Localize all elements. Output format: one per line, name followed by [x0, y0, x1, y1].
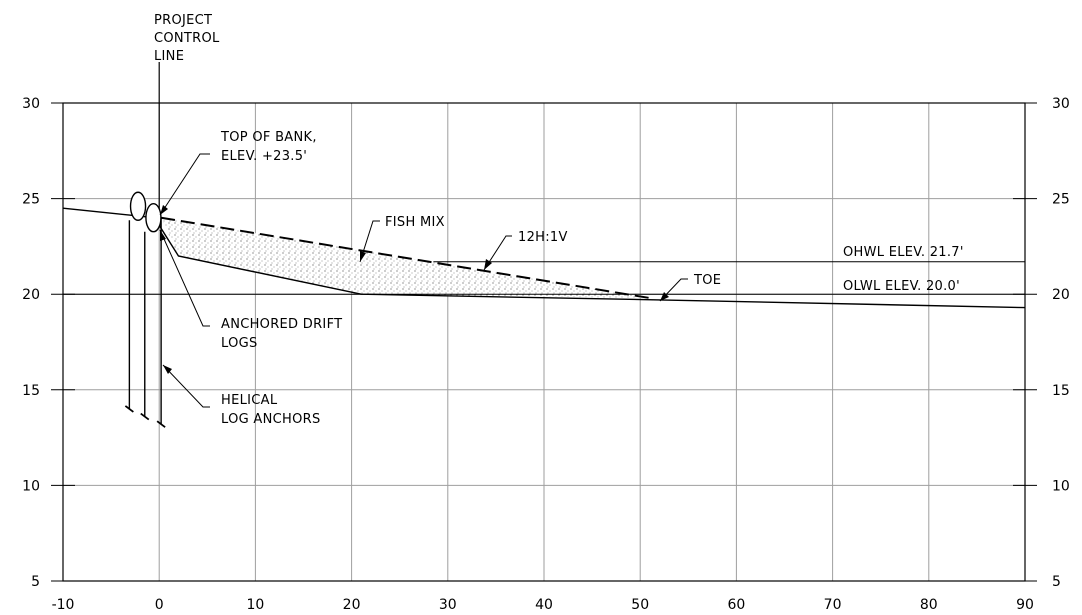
y-tick-label-left: 15: [22, 383, 40, 399]
drift-logs-arrow: [160, 230, 166, 241]
x-tick-label: -10: [52, 597, 75, 613]
olwl-label: OLWL ELEV. 20.0': [843, 279, 960, 294]
y-tick-label-right: 10: [1052, 478, 1070, 494]
top-of-bank-label-1: TOP OF BANK,: [220, 130, 317, 145]
x-tick-label: 50: [631, 597, 649, 613]
x-tick-label: 30: [439, 597, 457, 613]
anchored-drift-logs-label-2: LOGS: [221, 336, 258, 351]
y-tick-label-right: 15: [1052, 383, 1070, 399]
top-of-bank-label-2: ELEV. +23.5': [221, 149, 307, 164]
fish-mix-leader: [359, 220, 380, 263]
project-control-line-label-2: CONTROL: [154, 31, 220, 46]
x-tick-label: 60: [727, 597, 745, 613]
anchored-drift-logs: [129, 191, 162, 233]
fish-mix-arrow: [360, 251, 366, 262]
top-of-bank-arrow: [160, 205, 168, 215]
project-control-line-label-3: LINE: [154, 49, 184, 64]
x-tick-label: 0: [155, 597, 164, 613]
slope-leader: [483, 235, 512, 271]
helical-log-anchors-label-1: HELICAL: [221, 393, 278, 408]
ohwl-label: OHWL ELEV. 21.7': [843, 245, 964, 260]
anchor-helix: [140, 412, 150, 421]
toe-label: TOE: [693, 273, 721, 288]
y-tick-label-right: 20: [1052, 287, 1070, 303]
x-tick-label: 90: [1016, 597, 1034, 613]
x-tick-label: 10: [246, 597, 264, 613]
anchor-helix: [156, 420, 166, 428]
y-tick-label-left: 5: [31, 574, 40, 590]
grid: [51, 102, 1037, 582]
toe-leader: [659, 278, 688, 302]
anchors-leader: [162, 364, 210, 408]
y-tick-label-left: 25: [22, 192, 40, 208]
y-tick-label-right: 25: [1052, 192, 1070, 208]
y-axis-right-tick-labels: 5 10 15 20 25 30: [1052, 96, 1070, 590]
x-tick-label: 40: [535, 597, 553, 613]
project-control-line-label-1: PROJECT: [154, 13, 212, 28]
y-tick-label-left: 20: [22, 287, 40, 303]
anchored-drift-logs-label-1: ANCHORED DRIFT: [221, 317, 342, 332]
top-of-bank-leader: [159, 153, 210, 216]
x-axis-tick-labels: -10 0 10 20 30 40 50 60 70 80 90: [52, 597, 1034, 613]
slope-label: 12H:1V: [518, 230, 568, 245]
x-tick-label: 20: [343, 597, 361, 613]
x-tick-label: 70: [824, 597, 842, 613]
slope-arrow: [484, 259, 492, 270]
y-tick-label-right: 5: [1052, 574, 1061, 590]
drift-log: [129, 191, 147, 221]
y-axis-left-tick-labels: 5 10 15 20 25 30: [22, 96, 40, 590]
anchor-helix: [124, 405, 134, 413]
y-tick-label-right: 30: [1052, 96, 1070, 112]
plot-frame: [62, 102, 1026, 582]
leader-arrowheads: [160, 205, 669, 374]
helical-log-anchors: [124, 217, 166, 428]
leader-lines: [159, 153, 688, 408]
fish-mix-top-slope-line: [160, 216, 650, 300]
y-tick-label-left: 30: [22, 96, 40, 112]
drift-log: [145, 203, 162, 233]
drift-logs-leader: [159, 229, 210, 327]
anchors-arrow: [163, 365, 172, 374]
x-tick-label: 80: [920, 597, 938, 613]
helical-log-anchors-label-2: LOG ANCHORS: [221, 412, 321, 427]
fish-mix-label: FISH MIX: [385, 215, 445, 230]
toe-arrow: [660, 292, 669, 301]
y-tick-label-left: 10: [22, 478, 40, 494]
